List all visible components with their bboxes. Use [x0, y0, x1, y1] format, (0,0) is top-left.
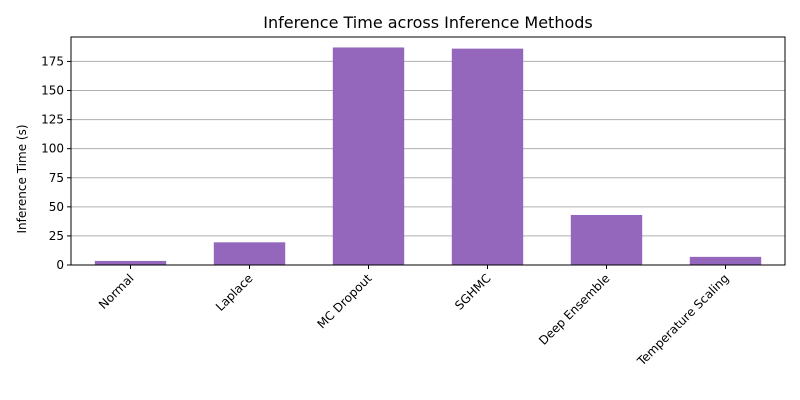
y-tick-label: 75: [49, 171, 64, 185]
x-tick-label: SGHMC: [452, 271, 493, 312]
bar-sghmc: [451, 48, 524, 265]
bar-deep-ensemble: [570, 214, 643, 265]
plot-frame: [70, 36, 786, 266]
y-tick-label: 150: [41, 84, 64, 98]
y-tick-label: 0: [56, 258, 64, 272]
bar-temperature-scaling: [689, 256, 762, 265]
chart-title: Inference Time across Inference Methods: [263, 13, 593, 32]
bar-normal: [94, 260, 167, 265]
x-tick-label: MC Dropout: [314, 271, 374, 331]
y-axis-label: Inference Time (s): [15, 124, 29, 233]
x-tick-label: Deep Ensemble: [536, 271, 613, 348]
y-tick-label: 50: [49, 200, 64, 214]
y-tick-label: 100: [41, 142, 64, 156]
axes: 0 25 50 75 100 125 150 175 Normal Laplace MC Dropo…: [41, 36, 786, 369]
x-tick-label: Normal: [96, 271, 137, 312]
gridlines: [71, 60, 785, 237]
bar-mc-dropout: [332, 47, 405, 265]
y-tick-label: 125: [41, 113, 64, 127]
bar-laplace: [213, 242, 286, 265]
y-tick-label: 25: [49, 229, 64, 243]
x-tick-label: Laplace: [213, 271, 256, 314]
x-tick-label: Temperature Scaling: [634, 271, 732, 369]
bars: [94, 47, 762, 265]
y-tick-label: 175: [41, 54, 64, 68]
